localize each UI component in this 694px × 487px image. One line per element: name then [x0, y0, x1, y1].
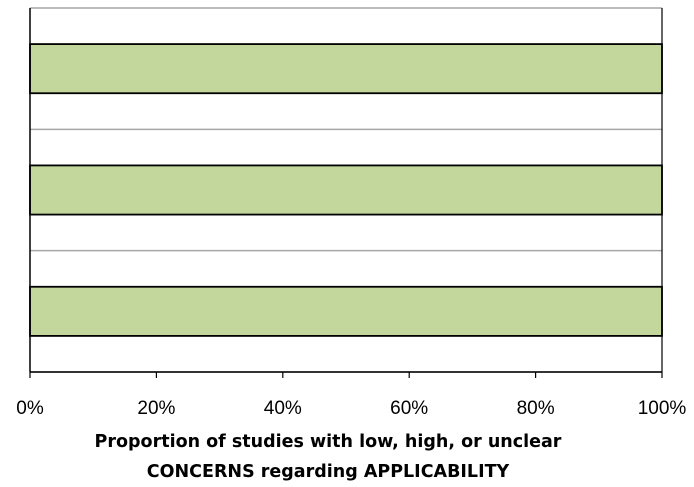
x-tick-label: 0% [16, 398, 44, 419]
x-tick-labels: 0% 20% 40% 60% 80% 100% [16, 398, 686, 419]
x-axis-title-line1: Proportion of studies with low, high, or… [95, 432, 562, 452]
bars [29, 43, 663, 337]
x-axis-title-line2: CONCERNS regarding APPLICABILITY [147, 462, 510, 482]
bar [29, 285, 663, 337]
x-tick-label: 40% [264, 398, 302, 419]
bar [29, 43, 663, 95]
x-axis [29, 8, 663, 378]
x-tick-label: 60% [390, 398, 428, 419]
x-tick-label: 80% [517, 398, 555, 419]
x-tick-label: 100% [638, 398, 687, 419]
x-tick-label: 20% [137, 398, 175, 419]
bar [29, 164, 663, 216]
